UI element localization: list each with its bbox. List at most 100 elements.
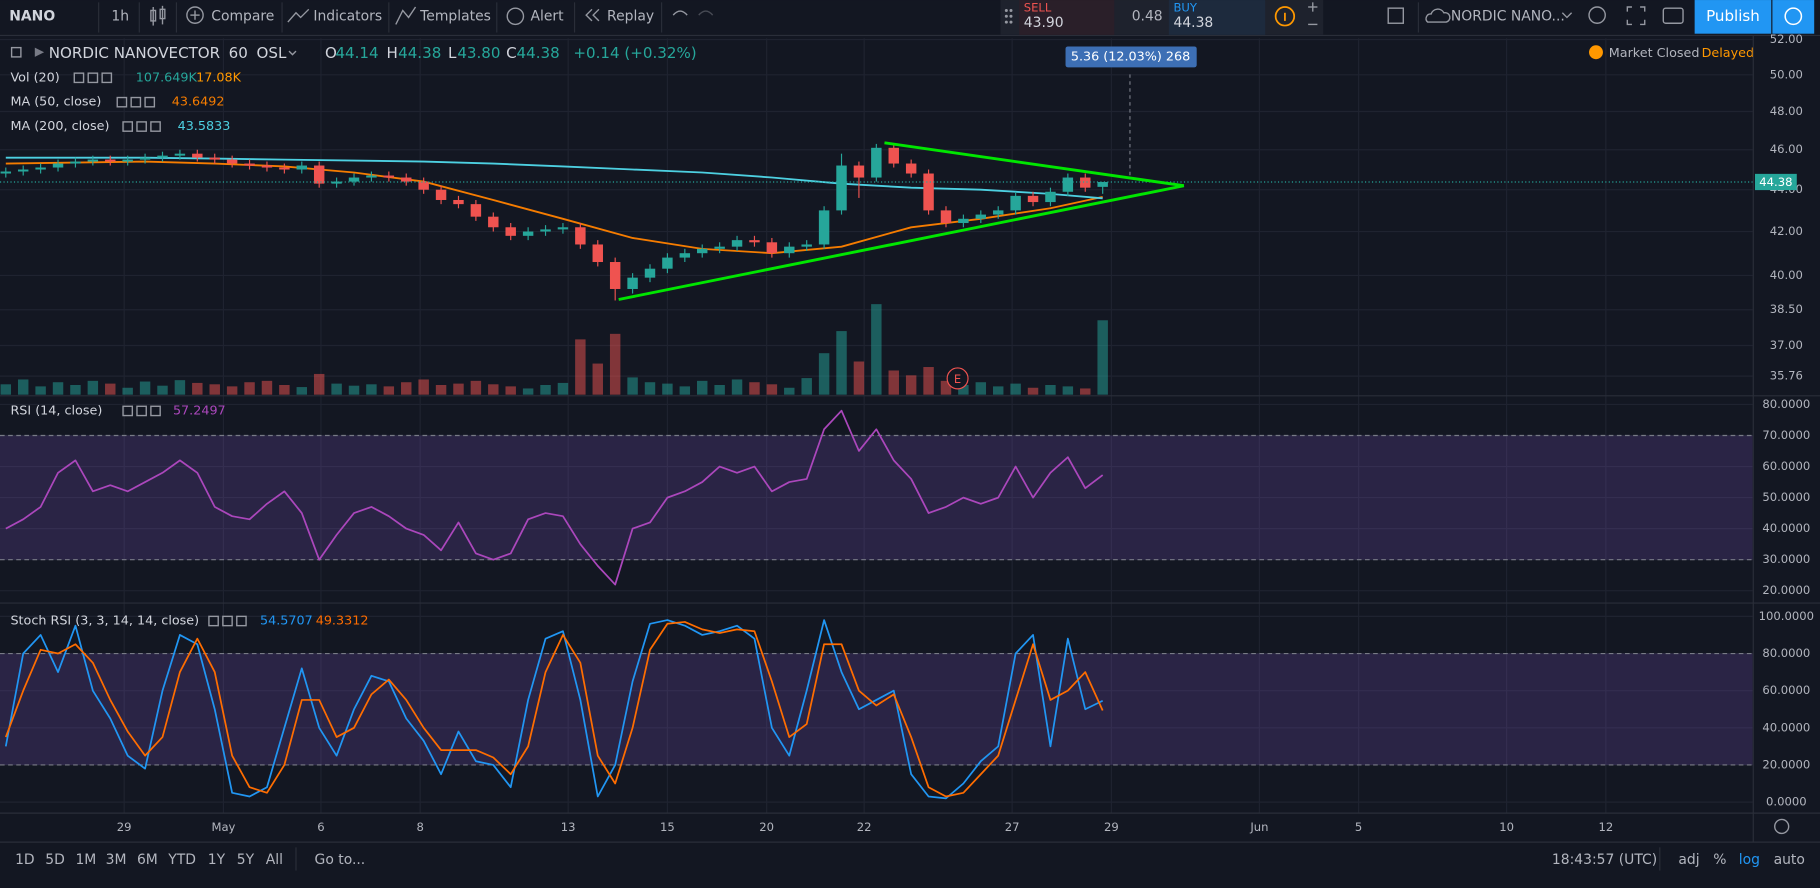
- publish-button[interactable]: [1694, 0, 1772, 34]
- earnings-marker[interactable]: [946, 367, 969, 390]
- time-axis-label: 8: [416, 820, 423, 834]
- volume-bar: [592, 363, 603, 395]
- status-icon[interactable]: [1589, 45, 1603, 60]
- triangle-drawing[interactable]: [618, 141, 1185, 301]
- legend-tools[interactable]: [122, 121, 161, 132]
- range-button[interactable]: 5Y: [237, 852, 255, 868]
- price-axis-label: 60.0000: [1762, 683, 1810, 697]
- candle-body: [87, 159, 99, 162]
- legend-tools[interactable]: [73, 72, 113, 84]
- candle-body: [157, 155, 168, 158]
- range-button[interactable]: YTD: [167, 852, 196, 868]
- spread: 0.48: [1132, 8, 1163, 24]
- goto-button[interactable]: Go to...: [315, 852, 366, 868]
- buy-button[interactable]: [1168, 0, 1266, 35]
- range-button[interactable]: All: [266, 852, 283, 868]
- price-axis-label: 50.0000: [1762, 490, 1810, 504]
- layout-name[interactable]: NORDIC NANO...: [1451, 8, 1565, 24]
- range-button[interactable]: 1M: [75, 852, 96, 868]
- indicators-button[interactable]: Indicators: [313, 8, 382, 24]
- volume-bar: [157, 385, 168, 395]
- stoch-legend-name: Stoch RSI (3, 3, 14, 14, close): [10, 614, 199, 629]
- rsi-legend-value: 57.2497: [173, 403, 226, 418]
- alert-icon[interactable]: [506, 7, 525, 26]
- triangle-lower-edge[interactable]: [618, 184, 1185, 301]
- range-button[interactable]: 5D: [45, 852, 65, 868]
- triangle-upper-edge[interactable]: [884, 141, 1185, 188]
- fullscreen-icon[interactable]: [1626, 6, 1646, 26]
- percent-toggle[interactable]: %: [1713, 852, 1726, 868]
- band-fill: [0, 435, 1753, 560]
- info-icon[interactable]: [1274, 6, 1296, 27]
- drag-handle[interactable]: [1004, 8, 1013, 24]
- moving-average-line: [5, 160, 1103, 255]
- replay-icon[interactable]: [585, 8, 593, 22]
- legend-tools[interactable]: [208, 615, 247, 627]
- time-axis-label: 29: [1104, 820, 1119, 834]
- time-axis-label: 12: [1598, 820, 1613, 834]
- replay-button[interactable]: Replay: [607, 8, 654, 24]
- high-label: H: [387, 44, 398, 62]
- candle-body: [1080, 177, 1091, 188]
- volume-bar: [749, 382, 760, 395]
- candle-body: [540, 229, 551, 232]
- layout-icon[interactable]: [1387, 7, 1404, 24]
- publish-menu[interactable]: [1772, 0, 1815, 34]
- price-axis-label: 37.00: [1770, 338, 1803, 352]
- candle-body: [871, 147, 882, 178]
- alert-button[interactable]: Alert: [530, 8, 564, 24]
- auto-toggle[interactable]: auto: [1774, 852, 1805, 868]
- range-button[interactable]: 1Y: [208, 852, 226, 868]
- legend-tools[interactable]: [122, 405, 161, 417]
- price-axis-label: 20.0000: [1762, 583, 1810, 597]
- time-axis-label: 27: [1005, 820, 1020, 834]
- layout-chevron[interactable]: [1561, 12, 1573, 19]
- quantity-stepper[interactable]: [1308, 2, 1318, 26]
- candle-body: [383, 175, 395, 178]
- candle-body: [122, 159, 133, 162]
- undo-icon[interactable]: [672, 10, 688, 16]
- volume-bar: [296, 387, 308, 395]
- candle-body: [174, 153, 186, 156]
- time-axis-label: 10: [1499, 820, 1514, 834]
- templates-button[interactable]: Templates: [419, 8, 491, 24]
- candle-body: [958, 218, 969, 224]
- collapse-icon[interactable]: [10, 46, 22, 58]
- adj-toggle[interactable]: adj: [1678, 852, 1699, 868]
- volume-bar: [366, 384, 377, 395]
- candle-body: [1062, 177, 1074, 192]
- volume-bar: [1080, 388, 1091, 395]
- redo-icon[interactable]: [698, 10, 714, 16]
- volume-bar: [644, 382, 656, 395]
- legend-chevron[interactable]: [288, 50, 297, 56]
- candle-body: [766, 242, 778, 254]
- volume-bar: [192, 382, 203, 395]
- sell-button[interactable]: [1019, 0, 1115, 35]
- interval-button[interactable]: 1h: [111, 8, 129, 24]
- indicators-icon[interactable]: [287, 8, 310, 23]
- range-button[interactable]: 6M: [137, 852, 158, 868]
- symbol[interactable]: NANO: [9, 8, 55, 24]
- range-button[interactable]: 3M: [106, 852, 127, 868]
- time-axis-label: 20: [759, 820, 774, 834]
- volume-bar: [888, 370, 899, 395]
- rsi-legend-name: RSI (14, close): [10, 403, 102, 418]
- chart-style-icon[interactable]: [150, 5, 166, 26]
- price-axis-label: 42.00: [1770, 224, 1803, 238]
- legend-tools[interactable]: [116, 96, 156, 108]
- open-value: 44.14: [335, 44, 378, 62]
- volume-legend-name: Vol (20): [10, 70, 59, 85]
- buy-price: 44.38: [1173, 15, 1213, 31]
- log-toggle[interactable]: log: [1739, 852, 1760, 868]
- templates-icon[interactable]: [395, 6, 417, 25]
- compare-icon[interactable]: [186, 6, 204, 24]
- compare-button[interactable]: Compare: [211, 8, 274, 24]
- candle-body: [470, 204, 482, 217]
- volume-bar: [714, 384, 725, 395]
- axis-settings-icon[interactable]: [1774, 818, 1790, 835]
- settings-icon[interactable]: [1588, 6, 1606, 24]
- top-toolbar: NANO 1h Compare Indicators Templates Ale…: [0, 0, 1820, 37]
- snapshot-icon[interactable]: [1662, 7, 1684, 24]
- clock: 18:43:57 (UTC): [1552, 852, 1657, 868]
- range-button[interactable]: 1D: [15, 852, 35, 868]
